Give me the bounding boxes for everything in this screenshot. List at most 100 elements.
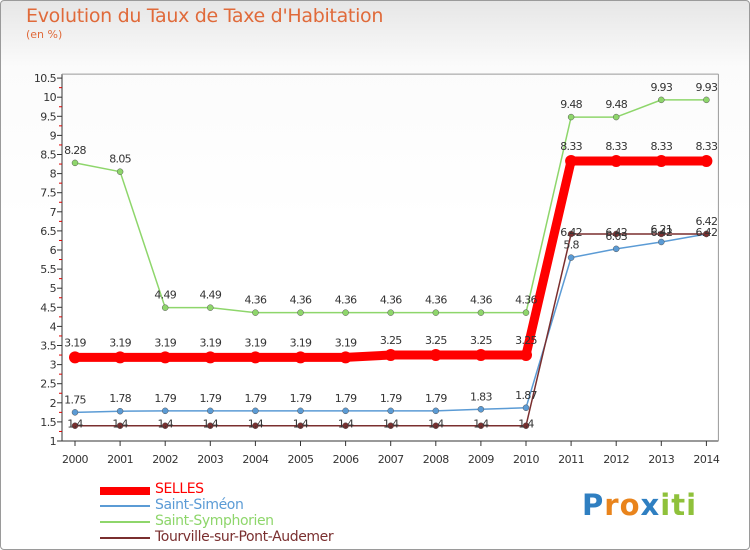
logo-letter: r — [604, 488, 620, 522]
y-tick-label: 10.5 — [34, 72, 57, 85]
data-label: 4.36 — [245, 294, 267, 307]
data-label: 1.75 — [64, 393, 86, 406]
y-tick-label: 5 — [50, 282, 57, 295]
legend-label: Tourville-sur-Pont-Audemer — [155, 529, 334, 545]
legend-label: SELLES — [155, 481, 204, 497]
data-label: 9.93 — [696, 81, 718, 94]
data-point — [522, 404, 530, 412]
data-label: 1.79 — [290, 392, 312, 405]
series-line-1 — [74, 233, 707, 414]
data-point — [252, 422, 259, 429]
data-point — [520, 349, 532, 362]
data-point — [71, 409, 79, 416]
y-tick-label: 3.5 — [40, 340, 56, 353]
data-point — [252, 407, 259, 415]
y-tick-label: 1.5 — [40, 416, 56, 429]
data-label: 3.19 — [335, 336, 357, 349]
data-label: 3.19 — [199, 336, 221, 349]
data-label: 1.87 — [515, 389, 537, 402]
data-label: 8.05 — [109, 153, 131, 166]
y-tick-label: 5.5 — [40, 263, 56, 276]
data-label: 1.4 — [428, 418, 444, 431]
data-point — [297, 422, 304, 429]
data-point — [703, 230, 710, 238]
data-point — [432, 422, 440, 429]
data-label: 1.79 — [380, 392, 402, 405]
data-point — [384, 349, 397, 362]
y-tick-label: 4.5 — [40, 301, 56, 314]
logo-letter: i — [660, 488, 672, 522]
y-tick-label: 6 — [50, 244, 57, 257]
x-tick-label: 2000 — [62, 453, 88, 466]
data-labels: 3.19 3.19 3.19 3.19 3.19 3.19 3.19 3.25 3.25 3.25… — [64, 81, 718, 431]
logo-letter: t — [671, 488, 687, 522]
data-label: 3.19 — [64, 336, 86, 349]
x-tick-label: 2010 — [513, 453, 539, 466]
data-label: 1.83 — [470, 390, 492, 403]
data-point — [294, 351, 307, 364]
data-point — [522, 422, 530, 429]
data-point — [161, 407, 169, 415]
data-point — [297, 407, 304, 415]
data-label: 6.21 — [650, 223, 672, 236]
data-label: 3.19 — [154, 336, 176, 349]
series-line-0 — [75, 156, 707, 362]
data-point — [116, 407, 124, 415]
data-label: 8.33 — [696, 140, 718, 153]
data-point — [69, 351, 81, 364]
data-label: 1.4 — [473, 418, 489, 431]
x-tick-label: 2013 — [648, 453, 674, 466]
legend-item-saint-symphorien: Saint-Symphorien — [100, 513, 360, 530]
data-point — [71, 422, 79, 429]
data-point — [252, 309, 259, 316]
data-point — [703, 96, 710, 104]
x-tick-label: 2001 — [107, 453, 133, 466]
data-point — [655, 154, 668, 167]
data-label: 1.4 — [112, 418, 128, 431]
series-line-2 — [74, 99, 707, 314]
proxiti-logo: Proxiti — [582, 488, 697, 522]
data-point — [207, 422, 214, 429]
x-tick-label: 2008 — [423, 453, 449, 466]
legend-swatch — [100, 487, 150, 495]
data-label: 1.4 — [157, 418, 173, 431]
legend-label: Saint-Symphorien — [155, 513, 274, 529]
data-label: 3.25 — [470, 334, 492, 347]
data-point — [522, 309, 530, 316]
y-tick-label: 8.5 — [40, 149, 56, 162]
data-point — [700, 154, 713, 167]
data-label: 8.33 — [560, 140, 582, 153]
data-label: 3.19 — [109, 336, 131, 349]
data-label: 6.03 — [605, 230, 627, 243]
data-label: 1.79 — [199, 392, 221, 405]
y-tick-label: 4 — [50, 320, 57, 333]
logo-letter: o — [619, 488, 641, 522]
data-label: 6.42 — [696, 226, 718, 239]
data-point — [567, 113, 575, 121]
legend-item-saint-simeon: Saint-Siméon — [100, 497, 360, 514]
data-label: 4.49 — [199, 289, 221, 302]
data-point — [114, 351, 127, 364]
logo-letter: x — [640, 488, 661, 522]
legend-label: Saint-Siméon — [155, 497, 244, 513]
data-point — [116, 422, 124, 429]
data-label: 9.48 — [605, 98, 627, 111]
data-label: 3.19 — [290, 336, 312, 349]
chart-unit: (en %) — [26, 28, 63, 41]
data-label: 4.49 — [154, 289, 176, 302]
data-label: 1.4 — [293, 418, 309, 431]
data-point — [71, 159, 79, 167]
logo-letter: P — [582, 488, 605, 522]
data-point — [658, 238, 665, 246]
data-label: 1.4 — [248, 418, 264, 431]
data-label: 6.42 — [650, 226, 672, 239]
y-tick-label: 7.5 — [40, 187, 56, 200]
data-point — [159, 351, 172, 364]
legend: SELLES Saint-Siméon Saint-Symphorien Tou… — [100, 481, 360, 546]
data-point — [658, 96, 665, 104]
x-tick-label: 2006 — [333, 453, 359, 466]
y-tick-label: 2 — [50, 397, 56, 410]
chart-title: Evolution du Taux de Taxe d'Habitation — [26, 5, 384, 27]
x-tick-label: 2014 — [693, 453, 719, 466]
